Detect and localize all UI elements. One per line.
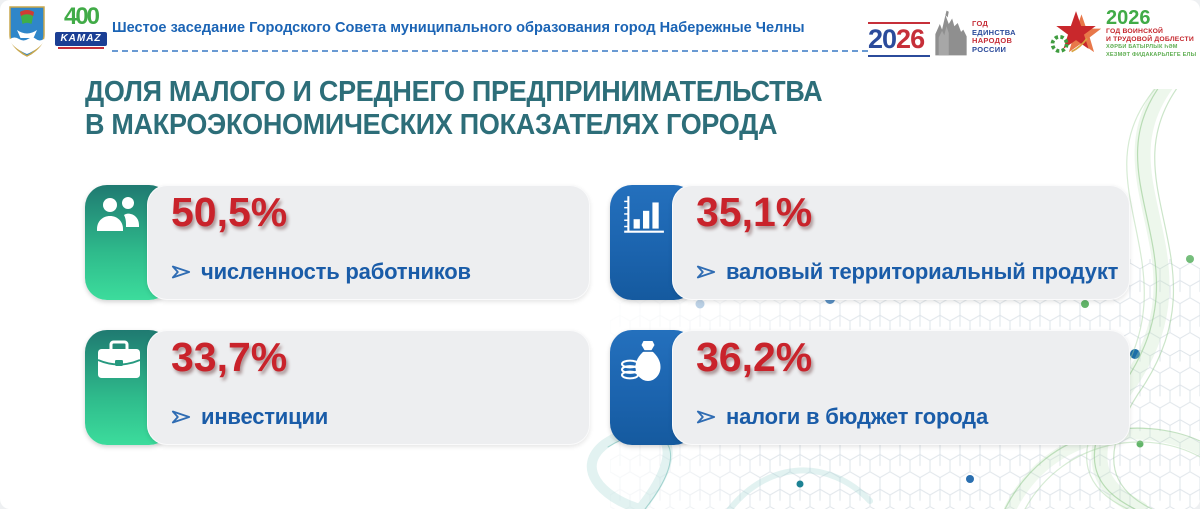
session-title: Шестое заседание Городского Совета муниц… [112,19,805,36]
card-body: 33,7% инвестиции [147,330,590,445]
kamaz-underline [58,47,104,49]
monument-statue-icon [935,10,967,56]
stat-value: 50,5% [171,189,288,235]
military-labour-valour-2026-logo: 2026 ГОД ВОИНСКОЙ И ТРУДОВОЙ ДОБЛЕСТИ ХӘ… [1048,6,1198,60]
header-divider [112,50,868,52]
anniversary-400-logo: 400 KAMAZ [52,3,110,49]
unity-rule-bottom [868,55,930,57]
unity-year: 2026 [868,24,925,54]
unity-caption: ГОД ЕДИНСТВА НАРОДОВ РОССИИ [972,19,1016,54]
people-icon [97,197,139,231]
stat-label-row: валовый территориальный продукт [696,259,1118,285]
stat-label: инвестиции [201,404,329,429]
stat-card-taxes: 36,2% налоги в бюджет города [610,330,1130,445]
stat-value: 35,1% [696,189,813,235]
kamaz-wordmark: KAMAZ [55,32,107,46]
bar-chart-icon [624,196,664,233]
stat-label-row: численность работников [171,259,471,285]
money-bag-icon [621,341,661,381]
card-body: 50,5% численность работников [147,185,590,300]
unity-rule-top [868,22,930,24]
stat-cards-grid: 50,5% численность работников [85,185,1130,445]
stat-label-row: инвестиции [171,404,328,430]
anniversary-number: 400 [63,3,100,30]
stat-value: 33,7% [171,334,288,380]
card-body: 36,2% налоги в бюджет города [672,330,1130,445]
stat-label: налоги в бюджет города [726,404,988,429]
arrow-bullet-icon [696,265,716,279]
page-title-line2: В МАКРОЭКОНОМИЧЕСКИХ ПОКАЗАТЕЛЯХ ГОРОДА [85,109,778,141]
stat-label: валовый территориальный продукт [726,259,1119,284]
arrow-bullet-icon [171,410,191,424]
arrow-bullet-icon [171,265,191,279]
stat-label-row: налоги в бюджет города [696,404,988,430]
page-title-line1: ДОЛЯ МАЛОГО И СРЕДНЕГО ПРЕДПРИНИМАТЕЛЬСТ… [85,76,823,108]
header: 400 KAMAZ Шестое заседание Городского Со… [0,0,1200,64]
unity-of-peoples-2026-logo: 2026 ГОД ЕДИНСТВА НАРОДОВ РОССИИ [868,8,1040,58]
arrow-bullet-icon [696,410,716,424]
page-title: ДОЛЯ МАЛОГО И СРЕДНЕГО ПРЕДПРИНИМАТЕЛЬСТ… [85,76,823,142]
city-coat-of-arms-icon [9,6,45,57]
stat-label: численность работников [201,259,471,284]
briefcase-icon [97,340,141,378]
stat-value: 36,2% [696,334,813,380]
card-body: 35,1% валовый территориальный продукт [672,185,1130,300]
red-star-icon [1050,11,1102,53]
stat-card-investments: 33,7% инвестиции [85,330,590,445]
valour-caption: 2026 ГОД ВОИНСКОЙ И ТРУДОВОЙ ДОБЛЕСТИ ХӘ… [1106,7,1197,58]
stat-card-employees: 50,5% численность работников [85,185,590,300]
stat-card-gross-product: 35,1% валовый территориальный продукт [610,185,1130,300]
